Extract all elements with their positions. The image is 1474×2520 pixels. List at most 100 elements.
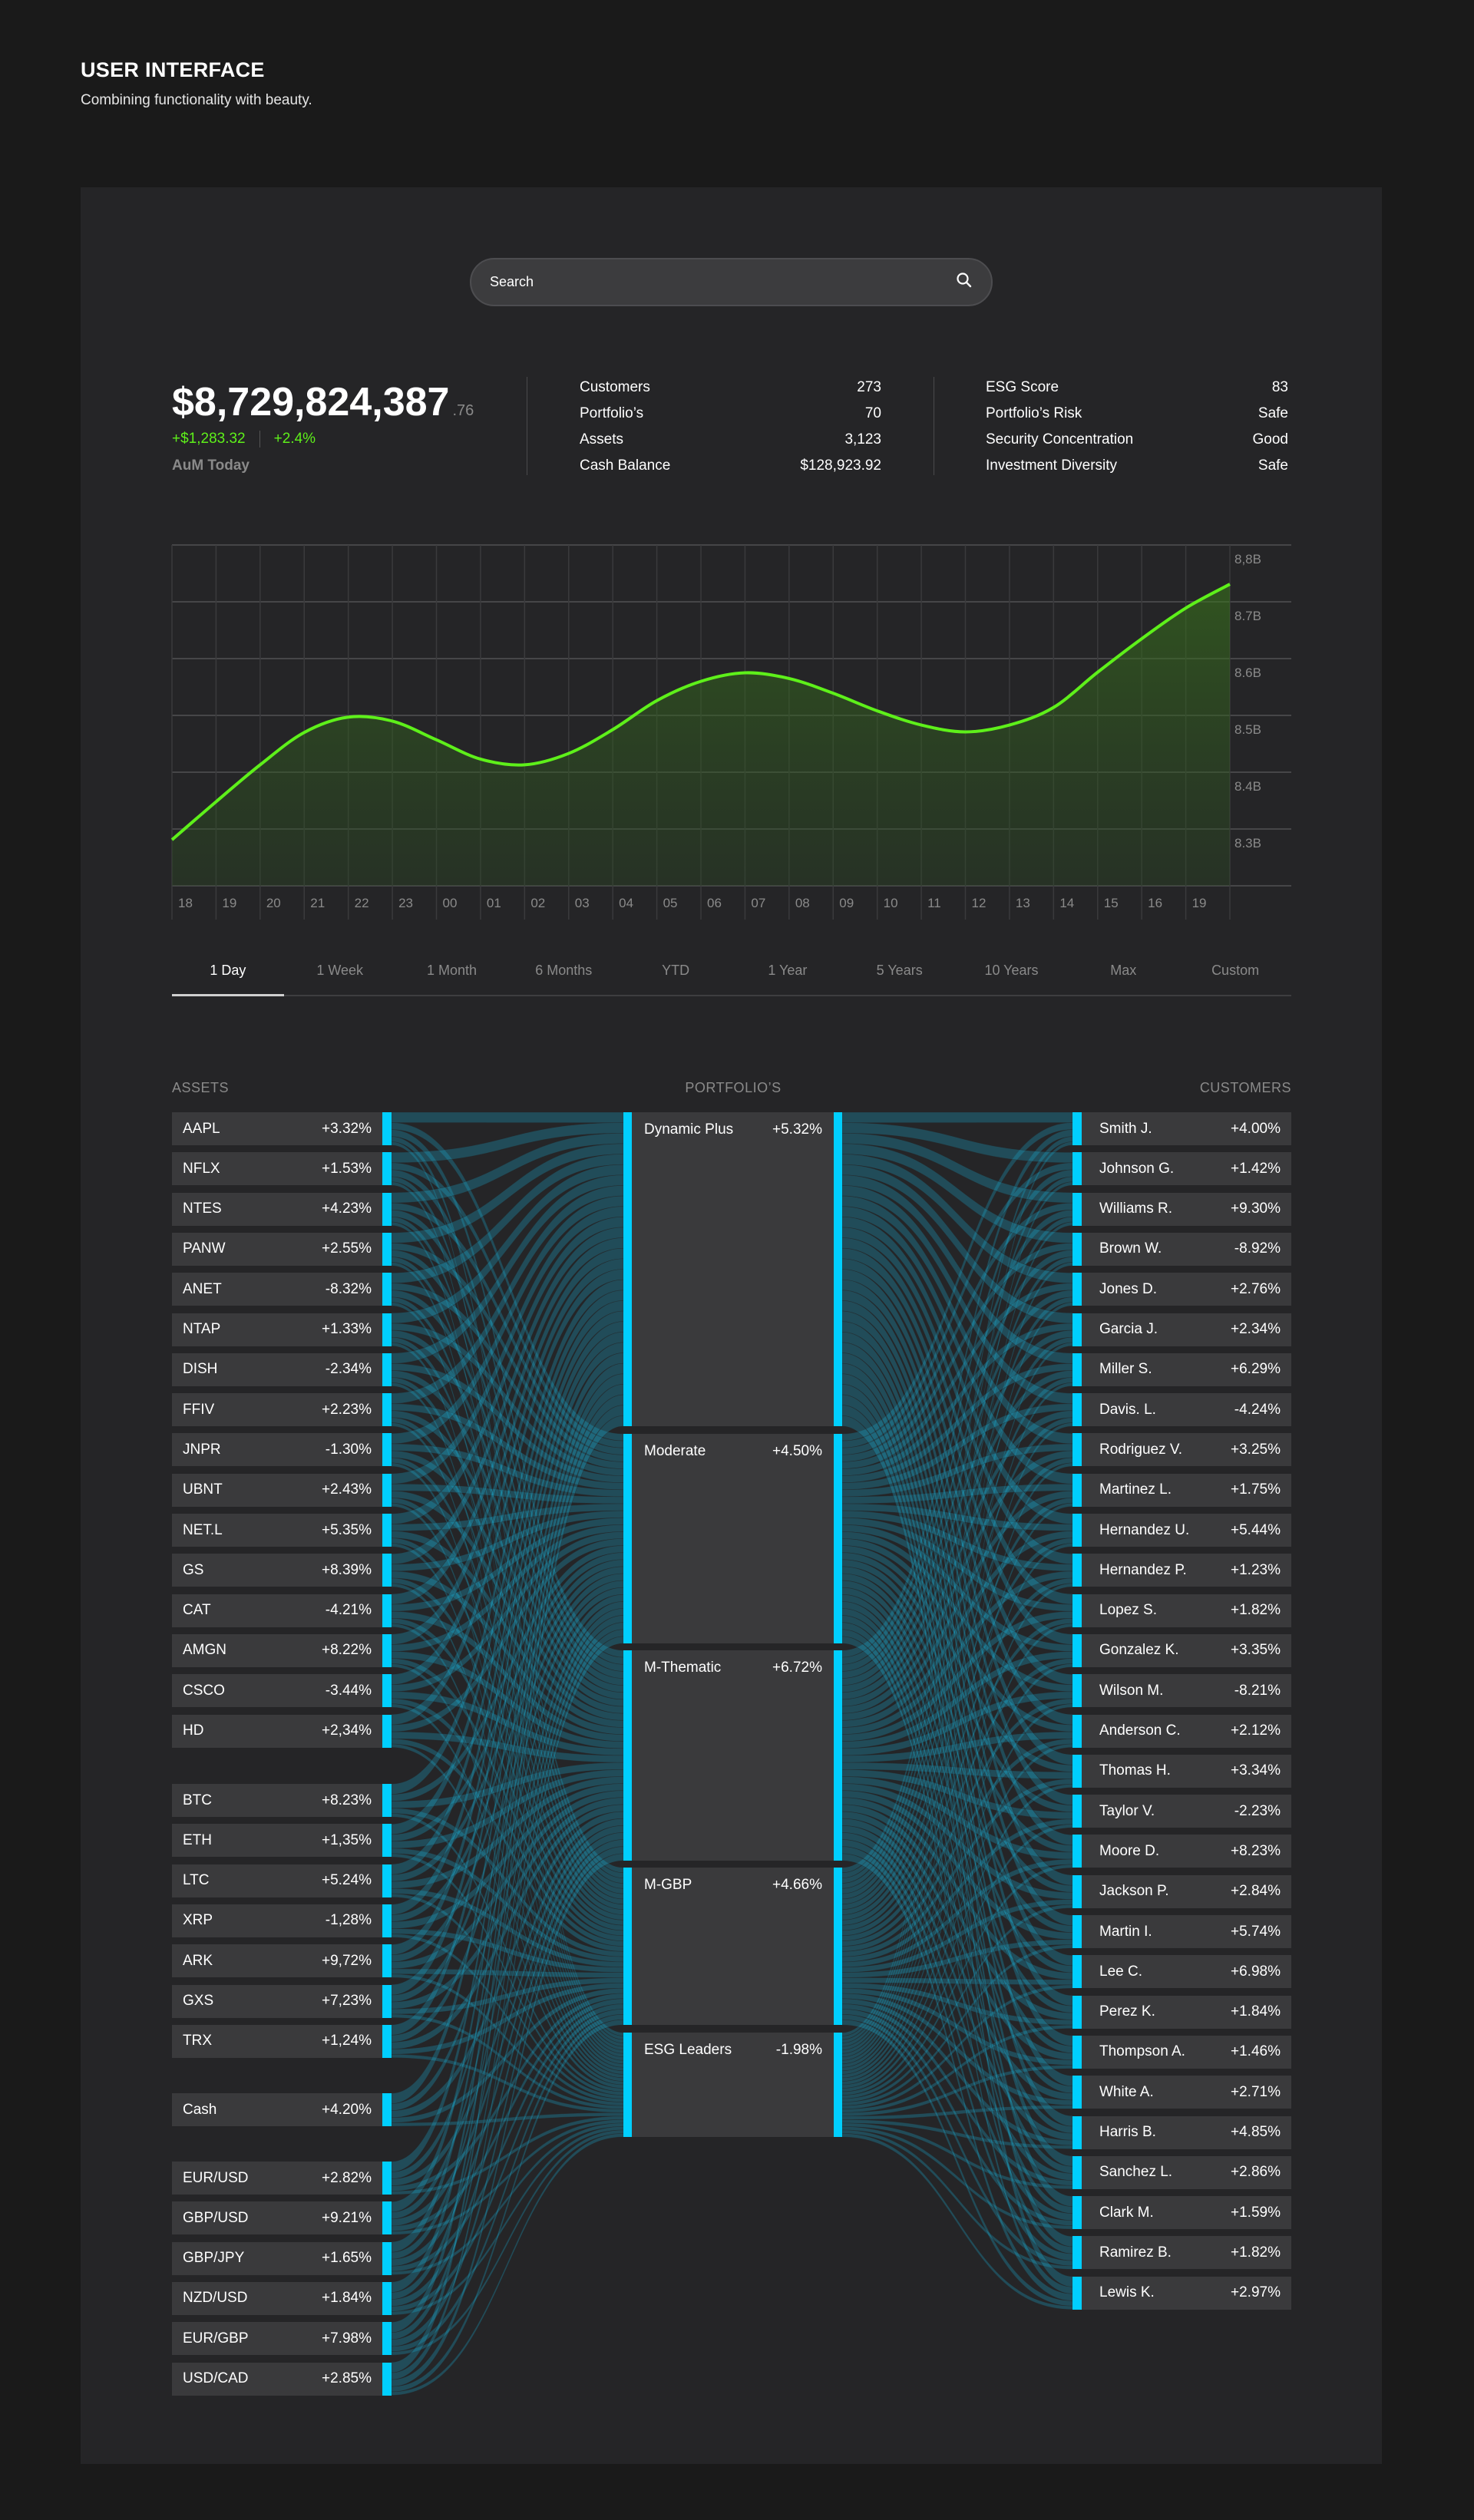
customer-row[interactable]: Martinez L. +1.75% <box>1072 1473 1291 1507</box>
portfolio-change: -1.98% <box>775 2042 822 2058</box>
customer-row[interactable]: Gonzalez K. +3.35% <box>1072 1633 1291 1667</box>
asset-row[interactable]: JNPR -1.30% <box>172 1433 392 1467</box>
asset-row[interactable]: CSCO -3.44% <box>172 1674 392 1708</box>
portfolio-node[interactable]: ESG Leaders -1.98% <box>623 2033 842 2137</box>
asset-row[interactable]: NTES +4.23% <box>172 1192 392 1226</box>
customer-row[interactable]: Taylor V. -2.23% <box>1072 1795 1291 1828</box>
asset-row[interactable]: ETH +1,35% <box>172 1824 392 1858</box>
tab-5-years[interactable]: 5 Years <box>876 963 923 978</box>
customer-row[interactable]: Harris B. +4.85% <box>1072 2115 1291 2149</box>
asset-row[interactable]: USD/CAD +2.85% <box>172 2362 392 2396</box>
divider <box>259 431 260 448</box>
customer-name: Williams R. <box>1099 1201 1172 1217</box>
aum-value: $8,729,824,387.76 <box>172 379 474 425</box>
asset-row[interactable]: LTC +5.24% <box>172 1864 392 1897</box>
search-icon[interactable] <box>956 272 973 292</box>
search-input[interactable] <box>490 274 956 290</box>
asset-row[interactable]: EUR/GBP +7.98% <box>172 2322 392 2356</box>
customer-node-bar <box>1072 2115 1082 2149</box>
portfolios-heading: PORTFOLIO’S <box>685 1080 782 1095</box>
customer-row[interactable]: Brown W. -8.92% <box>1072 1232 1291 1266</box>
customer-row[interactable]: Williams R. +9.30% <box>1072 1192 1291 1226</box>
asset-row[interactable]: AMGN +8.22% <box>172 1633 392 1667</box>
asset-row[interactable]: ANET -8.32% <box>172 1273 392 1306</box>
customer-name: Jones D. <box>1099 1280 1157 1297</box>
time-range-tabs: 1 Day 1 Week 1 Month 6 Months YTD 1 Year 5 Yea… <box>172 955 1291 996</box>
asset-row[interactable]: HD +2,34% <box>172 1714 392 1748</box>
customer-row[interactable]: Lee C. +6.98% <box>1072 1955 1291 1989</box>
customer-row[interactable]: Hernandez U. +5.44% <box>1072 1514 1291 1547</box>
asset-row[interactable]: BTC +8.23% <box>172 1784 392 1817</box>
asset-row[interactable]: PANW +2.55% <box>172 1232 392 1266</box>
asset-row[interactable]: TRX +1,24% <box>172 2024 392 2058</box>
customer-row[interactable]: Rodriguez V. +3.25% <box>1072 1433 1291 1467</box>
asset-row[interactable]: NFLX +1.53% <box>172 1152 392 1186</box>
customer-row[interactable]: Miller S. +6.29% <box>1072 1352 1291 1386</box>
customer-row[interactable]: Johnson G. +1.42% <box>1072 1152 1291 1186</box>
tab-6-months[interactable]: 6 Months <box>535 963 593 978</box>
asset-node-bar <box>382 1784 392 1817</box>
stat-label: Customers <box>580 379 650 395</box>
tab-1-month[interactable]: 1 Month <box>426 963 478 978</box>
customer-row[interactable]: Clark M. +1.59% <box>1072 2196 1291 2230</box>
customer-row[interactable]: Sanchez L. +2.86% <box>1072 2155 1291 2189</box>
customer-change: +2.76% <box>1231 1280 1281 1297</box>
customer-row[interactable]: Thomas H. +3.34% <box>1072 1754 1291 1788</box>
asset-change: +2,34% <box>322 1722 372 1739</box>
asset-change: +8.23% <box>322 1792 372 1808</box>
tab-custom[interactable]: Custom <box>1211 963 1260 978</box>
customer-row[interactable]: Perez K. +1.84% <box>1072 1995 1291 2029</box>
customer-row[interactable]: Jones D. +2.76% <box>1072 1273 1291 1306</box>
tab-1-year[interactable]: 1 Year <box>768 963 808 978</box>
customer-row[interactable]: Hernandez P. +1.23% <box>1072 1554 1291 1587</box>
customer-row[interactable]: Martin I. +5.74% <box>1072 1915 1291 1948</box>
portfolio-node[interactable]: M-GBP +4.66% <box>623 1868 842 2025</box>
asset-row[interactable]: FFIV +2.23% <box>172 1393 392 1427</box>
tab-ytd[interactable]: YTD <box>662 963 690 978</box>
tab-1-day[interactable]: 1 Day <box>172 955 284 996</box>
asset-row[interactable]: GBP/JPY +1.65% <box>172 2241 392 2275</box>
customer-row[interactable]: Anderson C. +2.12% <box>1072 1714 1291 1748</box>
customer-row[interactable]: Jackson P. +2.84% <box>1072 1874 1291 1908</box>
asset-row[interactable]: DISH -2.34% <box>172 1352 392 1386</box>
asset-change: +1,35% <box>322 1831 372 1848</box>
asset-row[interactable]: NET.L +5.35% <box>172 1514 392 1547</box>
asset-row[interactable]: GBP/USD +9.21% <box>172 2201 392 2235</box>
tab-max[interactable]: Max <box>1110 963 1137 978</box>
customer-row[interactable]: Lewis K. +2.97% <box>1072 2276 1291 2310</box>
asset-row[interactable]: NZD/USD +1.84% <box>172 2281 392 2315</box>
customer-change: +6.98% <box>1231 1963 1281 1980</box>
customer-row[interactable]: Davis. L. -4.24% <box>1072 1393 1291 1427</box>
asset-row[interactable]: GS +8.39% <box>172 1554 392 1587</box>
asset-row[interactable]: ARK +9,72% <box>172 1944 392 1978</box>
asset-name: GBP/USD <box>183 2209 249 2226</box>
portfolio-node[interactable]: M-Thematic +6.72% <box>623 1650 842 1861</box>
customer-row[interactable]: Lopez S. +1.82% <box>1072 1594 1291 1627</box>
search-bar[interactable] <box>470 258 993 306</box>
portfolio-name: Dynamic Plus <box>644 1121 734 1138</box>
customer-row[interactable]: Thompson A. +1.46% <box>1072 2035 1291 2069</box>
asset-row[interactable]: AAPL +3.32% <box>172 1112 392 1145</box>
customer-row[interactable]: White A. +2.71% <box>1072 2076 1291 2109</box>
customer-name: Thomas H. <box>1099 1762 1171 1779</box>
asset-row[interactable]: XRP -1,28% <box>172 1904 392 1937</box>
portfolio-node[interactable]: Dynamic Plus +5.32% <box>623 1112 842 1426</box>
customer-row[interactable]: Smith J. +4.00% <box>1072 1112 1291 1145</box>
tab-10-years[interactable]: 10 Years <box>984 963 1039 978</box>
customer-node-bar <box>1072 1152 1082 1186</box>
asset-row[interactable]: Cash +4.20% <box>172 2093 392 2126</box>
customer-node-bar <box>1072 2196 1082 2230</box>
asset-row[interactable]: GXS +7,23% <box>172 1984 392 2018</box>
customer-row[interactable]: Garcia J. +2.34% <box>1072 1313 1291 1346</box>
customer-row[interactable]: Wilson M. -8.21% <box>1072 1674 1291 1708</box>
customer-row[interactable]: Ramirez B. +1.82% <box>1072 2236 1291 2270</box>
asset-row[interactable]: CAT -4.21% <box>172 1594 392 1627</box>
portfolio-in-bar <box>623 1434 632 1643</box>
customer-row[interactable]: Moore D. +8.23% <box>1072 1835 1291 1868</box>
asset-row[interactable]: EUR/USD +2.82% <box>172 2162 392 2195</box>
portfolio-node[interactable]: Moderate +4.50% <box>623 1434 842 1643</box>
x-tick-label: 13 <box>1016 896 1030 910</box>
asset-row[interactable]: NTAP +1.33% <box>172 1313 392 1346</box>
tab-1-week[interactable]: 1 Week <box>316 963 364 978</box>
asset-row[interactable]: UBNT +2.43% <box>172 1473 392 1507</box>
